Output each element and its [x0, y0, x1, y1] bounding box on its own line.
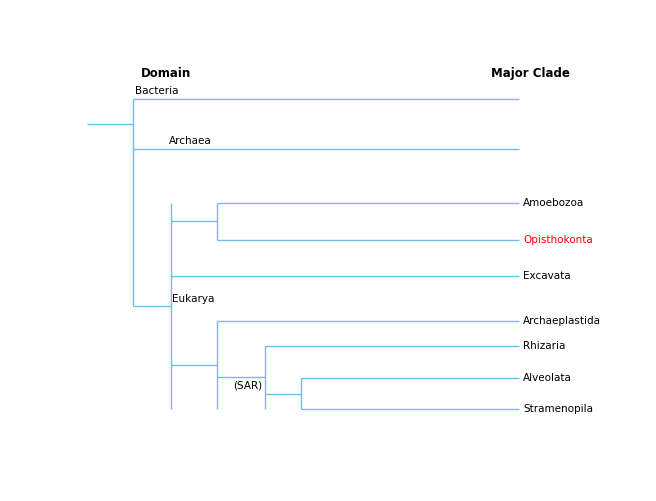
Text: Bacteria: Bacteria	[135, 86, 179, 96]
Text: Alveolata: Alveolata	[523, 373, 572, 383]
Text: Domain: Domain	[141, 67, 191, 80]
Text: Rhizaria: Rhizaria	[523, 341, 565, 351]
Text: Major Clade: Major Clade	[491, 67, 570, 80]
Text: Opisthokonta: Opisthokonta	[523, 234, 593, 244]
Text: Eukarya: Eukarya	[173, 294, 215, 304]
Text: Archaeplastida: Archaeplastida	[523, 316, 602, 326]
Text: (SAR): (SAR)	[234, 380, 262, 390]
Text: Archaea: Archaea	[169, 136, 211, 146]
Text: Stramenopila: Stramenopila	[523, 404, 593, 414]
Text: Excavata: Excavata	[523, 271, 571, 281]
Text: Amoebozoa: Amoebozoa	[523, 198, 584, 208]
